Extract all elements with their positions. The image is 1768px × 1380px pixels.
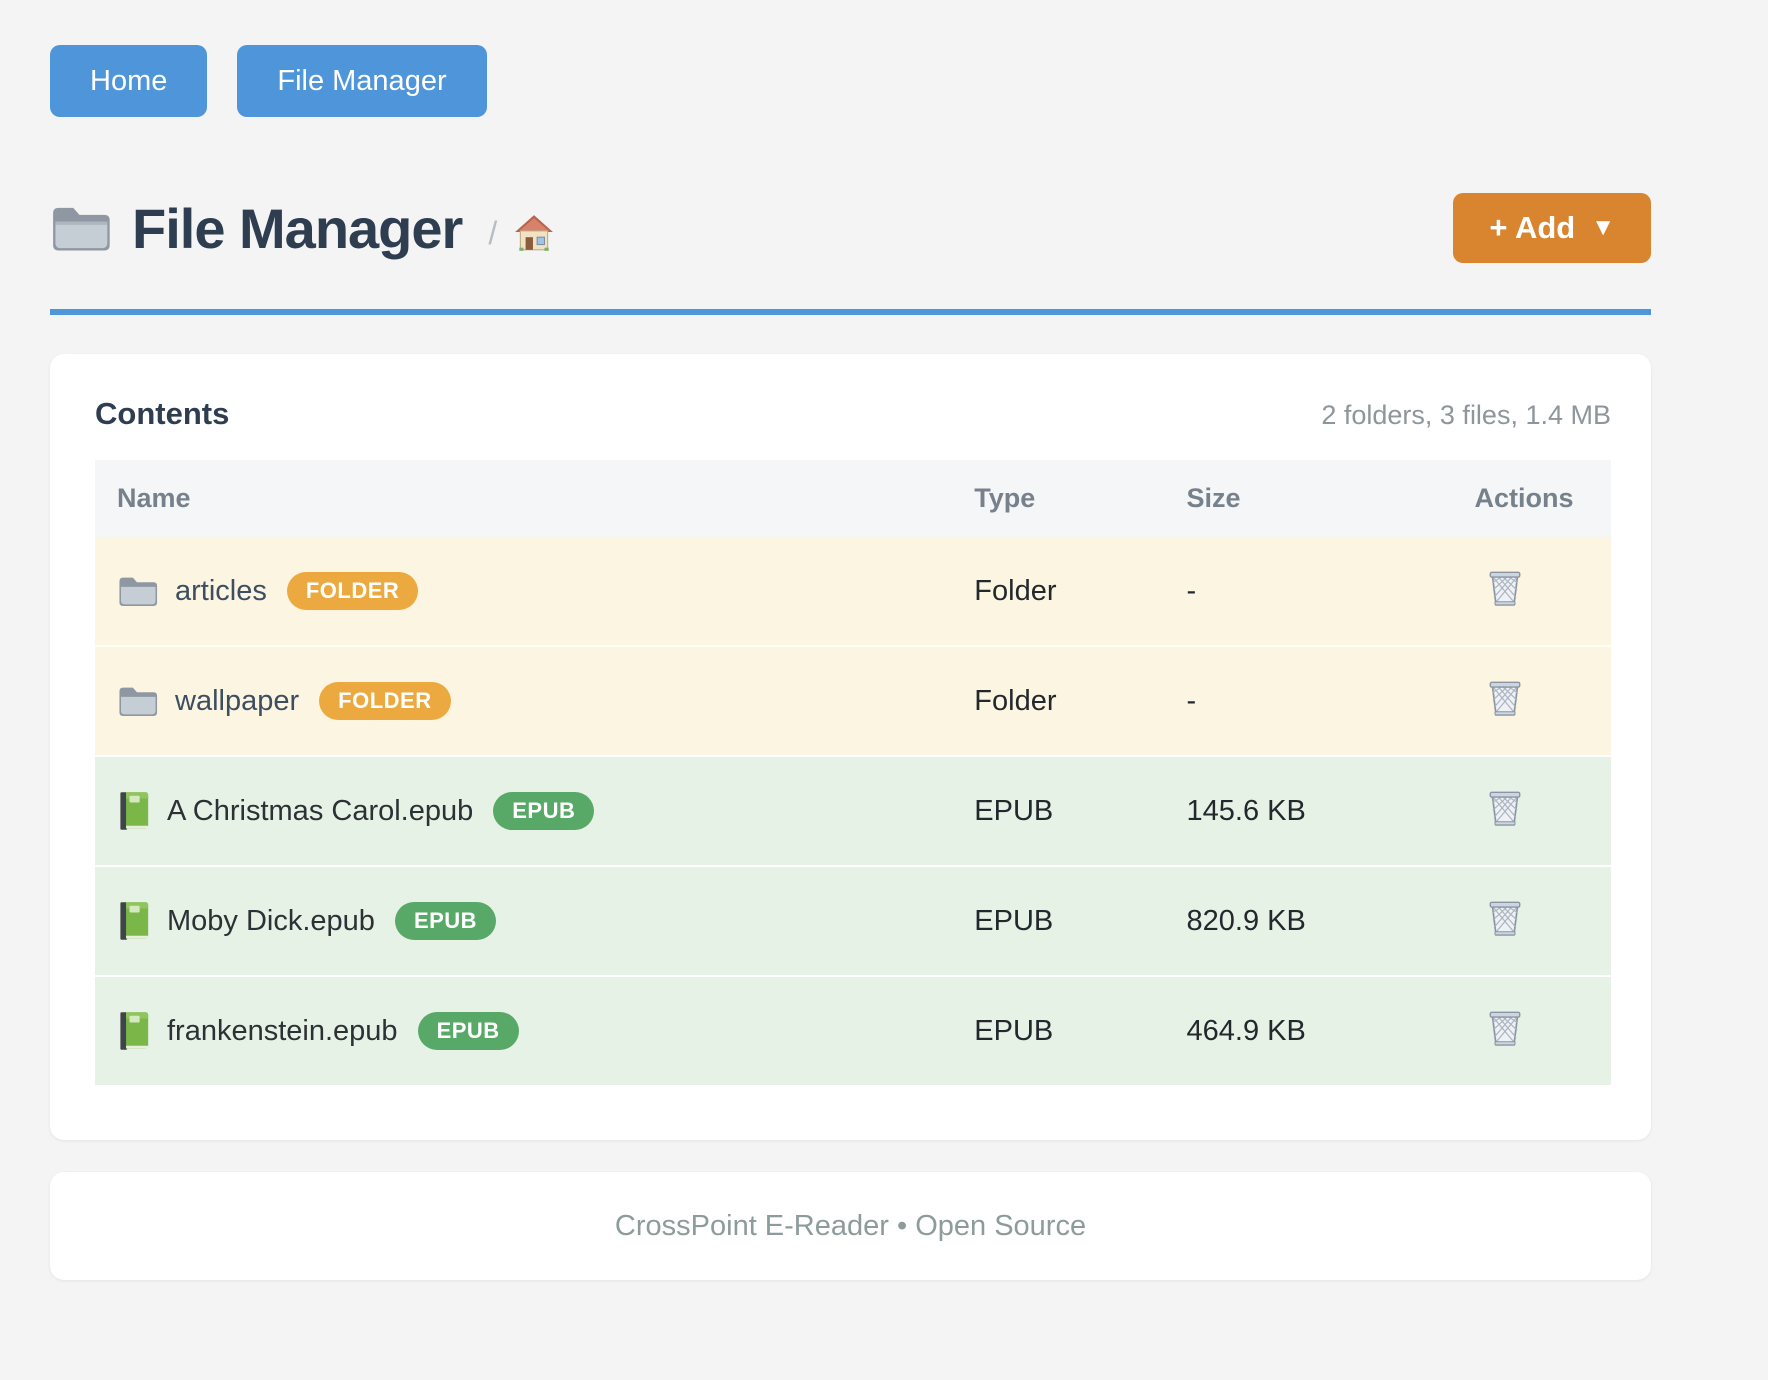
delete-button[interactable] [1487,677,1523,720]
book-icon [117,1010,151,1052]
item-name[interactable]: frankenstein.epub [167,1014,398,1047]
item-name[interactable]: Moby Dick.epub [167,904,375,937]
add-button[interactable]: + Add ▼ [1453,193,1651,263]
book-icon [117,900,151,942]
item-name[interactable]: wallpaper [175,684,300,717]
folder-badge: FOLDER [286,572,419,610]
folder-badge: FOLDER [319,682,451,720]
contents-header: Contents 2 folders, 3 files, 1.4 MB [95,396,1611,432]
item-type: EPUB [974,975,1187,1085]
item-type: Folder [974,645,1187,756]
contents-title: Contents [95,396,230,431]
column-header-actions: Actions [1474,460,1611,537]
column-header-type: Type [974,460,1187,537]
folder-icon [50,202,112,254]
delete-button[interactable] [1487,897,1523,940]
house-icon[interactable] [513,212,555,254]
table-row: Moby Dick.epub EPUB EPUB 820.9 KB [95,865,1611,976]
column-header-size: Size [1186,460,1475,537]
top-nav: Home File Manager [50,0,1651,117]
item-name[interactable]: articles [175,574,267,607]
item-size: 145.6 KB [1186,755,1475,866]
footer-text: CrossPoint E-Reader • Open Source [614,1209,1087,1242]
delete-button[interactable] [1487,787,1523,830]
nav-home-button[interactable]: Home [50,45,208,117]
item-type: EPUB [974,865,1187,976]
contents-card: Contents 2 folders, 3 files, 1.4 MB Name… [50,354,1651,1140]
delete-button[interactable] [1487,1007,1523,1050]
trash-icon [1487,787,1523,830]
item-size: - [1186,645,1475,756]
page-title: File Manager [132,196,463,260]
footer: CrossPoint E-Reader • Open Source [50,1172,1651,1280]
table-row: wallpaper FOLDER Folder - [95,645,1611,756]
table-row: articles FOLDER Folder - [95,537,1611,646]
trash-icon [1487,567,1523,610]
contents-summary: 2 folders, 3 files, 1.4 MB [1321,400,1611,430]
epub-badge: EPUB [417,1012,519,1050]
table-row: A Christmas Carol.epub EPUB EPUB 145.6 K… [95,755,1611,866]
item-size: 464.9 KB [1186,975,1475,1085]
caret-down-icon: ▼ [1591,214,1615,241]
table-header-row: Name Type Size Actions [95,460,1611,537]
nav-file-manager-button[interactable]: File Manager [237,45,487,117]
delete-button[interactable] [1487,567,1523,610]
item-size: - [1186,537,1475,646]
book-icon [117,790,151,832]
page: Home File Manager File Manager / [50,0,1651,1280]
epub-badge: EPUB [493,792,595,830]
column-header-name: Name [95,460,975,537]
item-size: 820.9 KB [1186,865,1475,976]
title-group: File Manager / [50,196,555,261]
epub-badge: EPUB [394,902,497,940]
item-type: EPUB [974,755,1187,866]
item-name[interactable]: A Christmas Carol.epub [167,794,474,827]
add-button-label: + Add [1489,210,1576,245]
item-type: Folder [974,537,1187,646]
trash-icon [1487,897,1523,940]
file-table: Name Type Size Actions [95,460,1611,1085]
trash-icon [1487,1007,1523,1050]
folder-icon [117,684,159,718]
folder-icon [117,574,159,608]
trash-icon [1487,677,1523,720]
table-row: frankenstein.epub EPUB EPUB 464.9 KB [95,975,1611,1085]
breadcrumb-separator: / [488,214,498,251]
page-header: File Manager / + Add ▼ [50,193,1651,315]
